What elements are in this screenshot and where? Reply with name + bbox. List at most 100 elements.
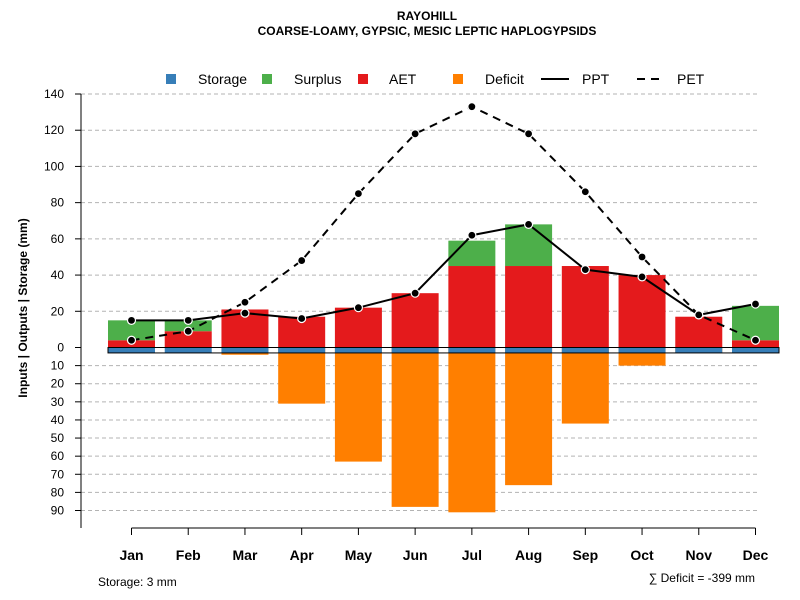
pet-point-sep (580, 187, 590, 197)
y-tick-label: 100 (44, 159, 64, 173)
legend-surplus-swatch (262, 74, 272, 84)
y-tick-label: 50 (51, 431, 65, 445)
x-tick-label-jul: Jul (462, 547, 482, 563)
y-tick-label: 80 (51, 485, 65, 499)
surplus-bar-aug (505, 224, 553, 267)
pet-point-apr (297, 255, 307, 266)
series-lines (126, 102, 761, 345)
legend-aet-swatch (358, 74, 368, 84)
legend-pet-label: PET (677, 71, 705, 87)
y-tick-label: 80 (51, 196, 65, 210)
legend-storage-swatch (166, 74, 176, 84)
storage-bar-aug (505, 347, 553, 353)
pet-point-jan (126, 335, 137, 345)
deficit-annotation: ∑ Deficit = -399 mm (649, 571, 755, 585)
aet-bar-jul (448, 266, 496, 348)
aet-bar-oct (618, 275, 666, 348)
storage-bar-nov (675, 347, 723, 353)
pet-point-oct (637, 252, 647, 262)
storage-bar-jun (391, 347, 439, 353)
x-tick-label-jun: Jun (403, 547, 428, 563)
deficit-bar-sep (561, 347, 609, 424)
storage-bar-feb (164, 347, 212, 353)
y-tick-label: 0 (57, 341, 64, 355)
deficit-bar-aug (505, 347, 553, 486)
legend-aet-label: AET (389, 71, 417, 87)
x-tick-label-dec: Dec (743, 547, 769, 563)
x-tick-label-nov: Nov (686, 547, 713, 563)
y-tick-label: 20 (51, 377, 65, 391)
storage-bar-oct (618, 347, 666, 353)
ppt-point-oct (637, 272, 647, 282)
y-tick-label: 30 (51, 395, 65, 409)
pet-point-mar (240, 297, 250, 307)
surplus-bar-jan (108, 320, 155, 341)
aet-bar-nov (675, 316, 723, 348)
y-tick-label: 40 (51, 413, 65, 427)
x-tick-label-jan: Jan (119, 547, 143, 563)
storage-annotation: Storage: 3 mm (98, 575, 177, 589)
aet-bar-may (334, 307, 382, 348)
pet-point-jun (410, 129, 420, 139)
ppt-point-nov (694, 310, 704, 320)
storage-bar-apr (278, 347, 326, 353)
ppt-point-jul (467, 230, 477, 240)
ppt-point-dec (750, 299, 761, 309)
y-tick-label: 70 (51, 467, 65, 481)
pet-line (131, 105, 756, 342)
deficit-bar-apr (278, 347, 326, 404)
ppt-point-apr (297, 313, 307, 324)
chart-title: RAYOHILL (397, 9, 457, 23)
storage-bar-dec (732, 347, 779, 353)
y-tick-label: 140 (44, 87, 64, 101)
ppt-point-aug (523, 219, 534, 229)
y-tick-label: 10 (51, 359, 65, 373)
aet-bar-jun (391, 293, 439, 348)
y-tick-label: 60 (51, 449, 65, 463)
y-tick-label: 20 (51, 304, 65, 318)
x-tick-label-sep: Sep (572, 547, 598, 563)
deficit-bar-may (334, 347, 382, 462)
pet-point-may (353, 188, 364, 199)
chart-legend: Storage Surplus AET Deficit PPT PET (166, 71, 705, 87)
x-tick-label-may: May (345, 547, 372, 563)
aet-bar-aug (505, 266, 553, 348)
pet-point-dec (750, 335, 761, 345)
ppt-line (131, 223, 756, 322)
deficit-bar-jun (391, 347, 439, 507)
surplus-bar-jul (448, 240, 496, 267)
y-axis-label: Inputs | Outputs | Storage (mm) (16, 218, 30, 397)
y-tick-label: 90 (51, 504, 65, 518)
pet-point-feb (183, 326, 193, 336)
surplus-bar-dec (732, 305, 779, 341)
y-tick-label: 40 (51, 268, 65, 282)
storage-bar-may (334, 347, 382, 353)
legend-storage-label: Storage (198, 71, 247, 87)
ppt-point-jun (410, 288, 420, 298)
y-tick-label: 120 (44, 123, 64, 137)
x-tick-label-apr: Apr (290, 547, 315, 563)
legend-surplus-label: Surplus (294, 71, 341, 87)
legend-deficit-label: Deficit (485, 71, 524, 87)
ppt-point-feb (183, 315, 193, 325)
aet-bar-feb (164, 331, 212, 348)
pet-point-jul (467, 102, 477, 112)
storage-bar-jan (108, 347, 155, 353)
axes: 0 20 40 60 80 100 120 140 10 20 30 40 50 60 70 80 90 Jan F… (44, 87, 769, 563)
x-tick-label-feb: Feb (176, 547, 201, 563)
legend-ppt-label: PPT (582, 71, 610, 87)
deficit-bar-jul (448, 347, 496, 513)
aet-bar-sep (561, 266, 609, 348)
ppt-point-sep (580, 265, 590, 275)
storage-bar-mar (221, 347, 269, 353)
ppt-point-jan (126, 315, 137, 325)
pet-point-aug (523, 129, 534, 139)
storage-bar-sep (561, 347, 609, 353)
x-tick-label-mar: Mar (233, 547, 258, 563)
ppt-point-may (353, 303, 364, 313)
ppt-point-mar (240, 308, 250, 318)
y-tick-label: 60 (51, 232, 65, 246)
legend-deficit-swatch (453, 74, 463, 84)
